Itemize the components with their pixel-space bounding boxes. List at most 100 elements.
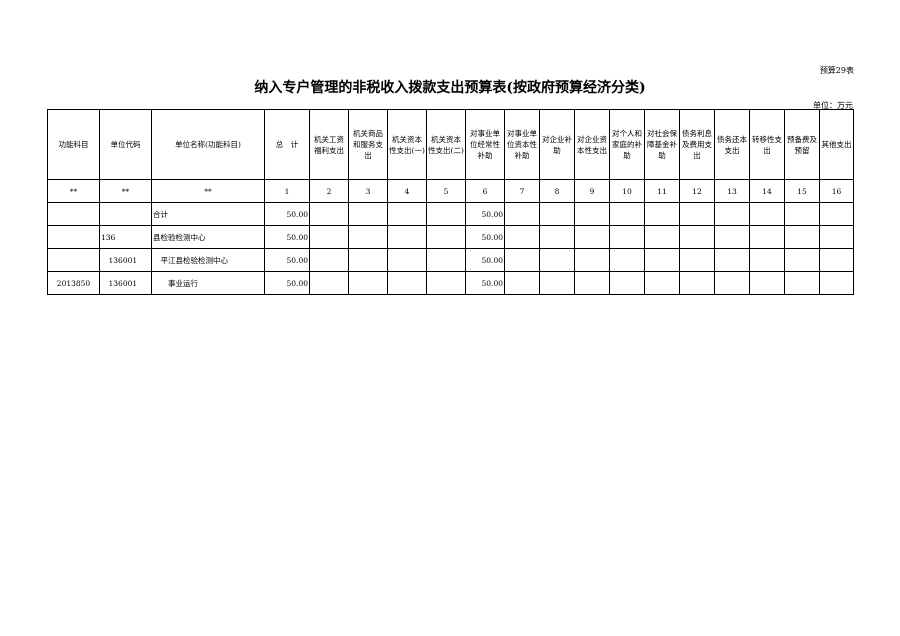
total-cell: 50.00 <box>264 271 310 295</box>
column-header: 机关工资福利支出 <box>309 109 349 180</box>
value-cell <box>784 225 820 249</box>
column-header: 对个人和家庭的补助 <box>609 109 645 180</box>
unit-code-cell: 136001 <box>99 271 152 295</box>
value-cell: 50.00 <box>465 202 505 226</box>
column-header: 单位名称(功能科目) <box>151 109 265 180</box>
value-cell <box>504 271 540 295</box>
value-cell <box>679 271 715 295</box>
value-cell <box>574 225 610 249</box>
column-number: ** <box>99 179 152 203</box>
table-row: 2013850 136001 事业运行 50.00 50.00 <box>47 271 854 295</box>
value-cell <box>609 248 645 272</box>
value-cell <box>714 248 750 272</box>
value-cell <box>387 271 427 295</box>
column-header: 预备费及预留 <box>784 109 820 180</box>
value-cell <box>309 248 349 272</box>
column-number: 12 <box>679 179 715 203</box>
value-cell <box>749 271 785 295</box>
column-header: 机关商品和服务支出 <box>348 109 388 180</box>
value-cell <box>784 271 820 295</box>
value-cell <box>784 202 820 226</box>
value-cell <box>309 271 349 295</box>
column-header: 债务还本支出 <box>714 109 750 180</box>
unit-code-cell: 136001 <box>99 248 152 272</box>
value-cell <box>644 202 680 226</box>
function-code-cell: 2013850 <box>47 271 100 295</box>
column-header: 对事业单位资本性补助 <box>504 109 540 180</box>
value-cell <box>749 248 785 272</box>
column-number: 5 <box>426 179 466 203</box>
column-header: 机关资本性支出(二) <box>426 109 466 180</box>
function-code-cell <box>47 202 100 226</box>
value-cell <box>679 202 715 226</box>
budget-table: 功能科目 单位代码 单位名称(功能科目) 总 计机关工资福利支出 机关商品和服务支出 机关… <box>47 109 854 295</box>
column-header: 单位代码 <box>99 109 152 180</box>
function-code-cell <box>47 248 100 272</box>
value-cell <box>309 202 349 226</box>
column-number: 15 <box>784 179 820 203</box>
column-number: 3 <box>348 179 388 203</box>
column-number: 10 <box>609 179 645 203</box>
value-cell <box>784 248 820 272</box>
column-number: 8 <box>539 179 575 203</box>
value-cell <box>609 225 645 249</box>
column-number: 7 <box>504 179 540 203</box>
value-cell <box>426 248 466 272</box>
column-header: 对企业资本性支出 <box>574 109 610 180</box>
value-cell <box>644 225 680 249</box>
column-number: 1 <box>264 179 310 203</box>
unit-name-cell: 事业运行 <box>151 271 265 295</box>
column-number: 4 <box>387 179 427 203</box>
column-header: 功能科目 <box>47 109 100 180</box>
value-cell: 50.00 <box>465 271 505 295</box>
column-number-row: ** ** ** 1 2 3 4 5 6 7 8 9 10 11 12 13 14 15 16 <box>47 179 854 203</box>
value-cell <box>426 271 466 295</box>
value-cell <box>426 225 466 249</box>
column-header: 其他支出 <box>819 109 854 180</box>
value-cell <box>504 202 540 226</box>
value-cell <box>679 248 715 272</box>
value-cell <box>644 271 680 295</box>
column-number: 6 <box>465 179 505 203</box>
column-number: 14 <box>749 179 785 203</box>
table-row: 136001 平江县检验检测中心 50.00 50.00 <box>47 248 854 272</box>
value-cell <box>539 271 575 295</box>
value-cell <box>348 248 388 272</box>
value-cell <box>426 202 466 226</box>
value-cell <box>609 202 645 226</box>
column-header: 对事业单位经常性补助 <box>465 109 505 180</box>
value-cell <box>539 202 575 226</box>
value-cell <box>348 202 388 226</box>
unit-label: 单位：万元 <box>813 101 853 110</box>
value-cell <box>819 202 854 226</box>
value-cell <box>574 271 610 295</box>
value-cell <box>749 202 785 226</box>
total-cell: 50.00 <box>264 248 310 272</box>
column-number: ** <box>47 179 100 203</box>
column-header: 总 计 <box>264 109 310 180</box>
value-cell <box>387 202 427 226</box>
table-row: 136 县检验检测中心 50.00 50.00 <box>47 225 854 249</box>
value-cell <box>387 248 427 272</box>
unit-code-cell: 136 <box>99 225 152 249</box>
value-cell <box>819 248 854 272</box>
total-cell: 50.00 <box>264 225 310 249</box>
unit-name-cell: 合计 <box>151 202 265 226</box>
total-cell: 50.00 <box>264 202 310 226</box>
header-row: 功能科目 单位代码 单位名称(功能科目) 总 计机关工资福利支出 机关商品和服务支出 机关… <box>47 109 854 180</box>
unit-name-cell: 县检验检测中心 <box>151 225 265 249</box>
function-code-cell <box>47 225 100 249</box>
column-number: ** <box>151 179 265 203</box>
column-number: 9 <box>574 179 610 203</box>
unit-name-cell: 平江县检验检测中心 <box>151 248 265 272</box>
value-cell <box>574 248 610 272</box>
value-cell <box>309 225 349 249</box>
column-header: 机关资本性支出(一) <box>387 109 427 180</box>
value-cell <box>574 202 610 226</box>
column-number: 13 <box>714 179 750 203</box>
column-header: 转移性支出 <box>749 109 785 180</box>
column-header: 对企业补助 <box>539 109 575 180</box>
value-cell <box>348 225 388 249</box>
value-cell <box>504 225 540 249</box>
value-cell <box>348 271 388 295</box>
